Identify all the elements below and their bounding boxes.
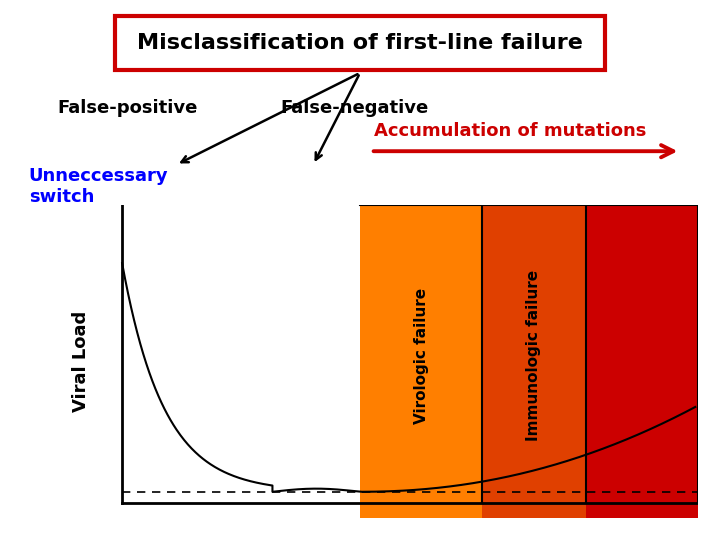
Bar: [482, 205, 585, 518]
Text: Immunologic failure: Immunologic failure: [526, 270, 541, 441]
Text: False-positive: False-positive: [58, 99, 198, 117]
Text: Viral Load: Viral Load: [73, 311, 91, 413]
Text: False-negative: False-negative: [281, 99, 429, 117]
Text: Unneccessary
switch: Unneccessary switch: [29, 167, 168, 206]
Text: Clinical failure: Clinical failure: [633, 288, 651, 423]
Bar: [115, 16, 605, 70]
Text: Virologic failure: Virologic failure: [414, 287, 428, 423]
Bar: [360, 205, 482, 518]
Text: Accumulation of mutations: Accumulation of mutations: [374, 123, 647, 140]
Bar: [585, 205, 698, 518]
Text: Misclassification of first-line failure: Misclassification of first-line failure: [137, 33, 583, 53]
